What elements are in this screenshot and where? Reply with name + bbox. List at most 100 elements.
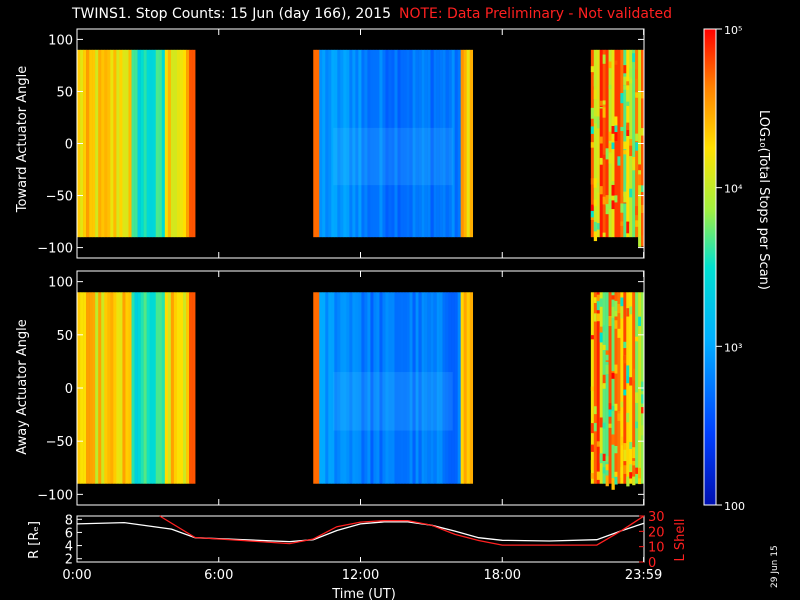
- toward-seg2-cell: [593, 199, 598, 207]
- away-seg0-col: [189, 292, 193, 484]
- orbit-ytick-label-left: 2: [65, 553, 73, 568]
- toward-seg0-col: [116, 49, 120, 238]
- lshell-line: [159, 515, 645, 546]
- toward-seg1-col: [331, 49, 335, 238]
- away-seg0-col: [113, 292, 117, 484]
- away-seg2-cell: [593, 406, 598, 415]
- away-seg2-cell: [596, 298, 600, 311]
- toward-seg1-col: [451, 49, 455, 238]
- away-seg2-cell: [590, 386, 595, 391]
- toward-seg0-col: [158, 49, 163, 238]
- away-seg1-col: [442, 292, 446, 484]
- away-seg2-cell: [599, 417, 603, 428]
- toward-seg1-col: [397, 49, 401, 238]
- away-seg0-col: [167, 292, 172, 484]
- away-seg2-cell: [632, 460, 636, 466]
- toward-seg0-col: [170, 49, 175, 238]
- toward-seg2-col: [605, 49, 609, 238]
- away-seg2-cell: [632, 368, 636, 381]
- away-seg2-cell: [605, 464, 609, 471]
- toward-seg2-cell: [617, 156, 621, 166]
- away-seg1-col: [388, 292, 392, 484]
- toward-seg2-cell: [620, 221, 624, 226]
- toward-seg1-col: [391, 49, 395, 238]
- away-seg1-col: [367, 292, 371, 484]
- toward-ytick-label: 0: [65, 138, 73, 153]
- away-seg2-cell: [590, 423, 595, 434]
- away-seg2-cell: [602, 453, 606, 461]
- away-seg2-cell: [590, 335, 595, 340]
- away-seg1-col: [424, 292, 428, 484]
- toward-seg1-col: [319, 49, 323, 238]
- orbit-ytick-label-right: 30: [648, 510, 665, 525]
- away-seg2-cell: [611, 295, 615, 300]
- xtick-label: 23:59: [625, 568, 662, 583]
- away-seg0-col: [128, 292, 132, 484]
- away-seg2-cell: [590, 460, 595, 470]
- toward-seg2-cell: [623, 85, 627, 90]
- away-seg1-col: [430, 292, 434, 484]
- toward-seg1-col: [394, 49, 398, 238]
- away-seg2-cell: [614, 445, 618, 454]
- away-seg0-col: [125, 292, 129, 484]
- away-seg0-col: [95, 292, 99, 484]
- toward-seg2-cell: [608, 61, 612, 69]
- away-seg2-col: [635, 292, 639, 484]
- away-seg2-cell: [602, 467, 606, 474]
- toward-seg2-cell: [602, 196, 606, 205]
- away-seg2-cell: [614, 300, 618, 312]
- away-seg0-col: [149, 292, 154, 484]
- toward-seg2-cell: [626, 89, 630, 102]
- toward-seg1-col: [433, 49, 437, 238]
- away-seg2-cell: [635, 467, 639, 474]
- toward-seg1-col: [442, 49, 446, 238]
- away-ytick-label: −100: [37, 488, 73, 503]
- toward-seg1-col: [409, 49, 413, 238]
- toward-seg1-col: [424, 49, 428, 238]
- away-seg2-cell: [626, 308, 630, 317]
- away-seg2-cell: [638, 474, 642, 485]
- away-seg2-cell: [614, 472, 618, 477]
- toward-seg1-col: [421, 49, 425, 238]
- away-seg2-cell: [602, 383, 606, 389]
- toward-seg0-col: [98, 49, 102, 238]
- away-seg1-col: [406, 292, 410, 484]
- away-seg1-col: [463, 292, 467, 484]
- away-seg1-col: [376, 292, 380, 484]
- away-seg1-col: [322, 292, 326, 484]
- away-seg1-col: [418, 292, 422, 484]
- away-seg2-col: [620, 292, 624, 484]
- away-seg0-col: [143, 292, 147, 484]
- toward-seg0-col: [134, 49, 138, 238]
- away-seg1-col: [343, 292, 347, 484]
- away-seg2-cell: [623, 465, 627, 474]
- away-seg2-cell: [605, 354, 609, 361]
- toward-seg0-col: [113, 49, 117, 238]
- toward-seg1-col: [325, 49, 329, 238]
- away-seg2-col: [605, 292, 609, 484]
- toward-seg1-col: [457, 49, 461, 238]
- away-seg1-col: [373, 292, 377, 484]
- xtick-label: 0:00: [62, 568, 91, 583]
- toward-seg2-cell: [590, 210, 595, 218]
- away-seg0-col: [192, 292, 196, 484]
- away-seg2-cell: [620, 420, 624, 429]
- away-seg2-cell: [629, 306, 633, 315]
- away-seg2-cell: [596, 313, 600, 322]
- away-seg2-cell: [596, 294, 600, 302]
- title-note: NOTE: Data Preliminary - Not validated: [398, 6, 673, 22]
- toward-seg1-col: [406, 49, 410, 238]
- toward-seg1-col: [418, 49, 422, 238]
- toward-seg1-col: [400, 49, 404, 238]
- away-seg2-col: [593, 292, 598, 484]
- toward-seg0-col: [131, 49, 135, 238]
- away-seg1-col: [457, 292, 461, 484]
- away-seg0-col: [101, 292, 105, 484]
- away-seg1-col: [421, 292, 425, 484]
- toward-seg0-col: [110, 49, 114, 238]
- toward-seg2-cell: [608, 84, 612, 90]
- toward-seg1-col: [412, 49, 416, 238]
- toward-seg2-cell: [593, 221, 598, 232]
- toward-seg2-cell: [635, 133, 639, 142]
- toward-seg0-col: [167, 49, 172, 238]
